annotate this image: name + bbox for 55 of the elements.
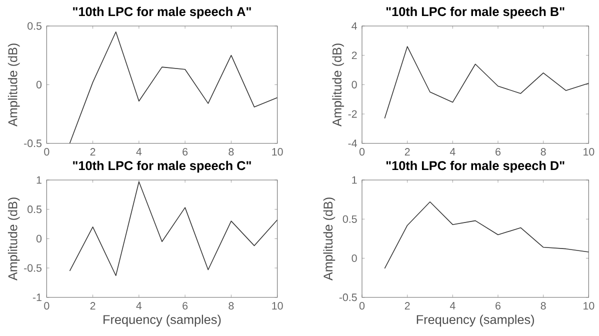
x-axis-title: Frequency (samples): [416, 314, 534, 327]
x-tick-label: 2: [90, 148, 96, 156]
x-tick-label: 8: [540, 148, 546, 156]
chart-title: "10th LPC for male speech B": [386, 6, 564, 19]
y-axis-title: Amplitude (dB): [332, 44, 344, 127]
line-series: [69, 181, 278, 276]
y-tick-label: 0.5: [342, 215, 357, 223]
x-tick-label: 6: [496, 302, 500, 310]
y-tick-label: -1: [32, 294, 42, 302]
y-tick-label: 1: [352, 176, 357, 184]
x-tick-label: 10: [584, 302, 594, 310]
y-tick-label: 1: [36, 176, 42, 184]
y-tick-label: 0.5: [28, 22, 42, 30]
x-tick-label: 0: [44, 302, 50, 310]
y-tick-label: 0: [36, 234, 42, 242]
y-tick-label: -0.5: [24, 140, 42, 148]
x-tick-label: 6: [182, 302, 188, 310]
line-series: [384, 46, 589, 119]
x-tick-label: 2: [90, 302, 96, 310]
line-series: [69, 31, 278, 144]
y-tick-label: -2: [348, 110, 357, 118]
x-tick-label: 4: [136, 148, 142, 156]
y-tick-label: 0: [352, 80, 357, 88]
y-tick-label: -0.5: [339, 294, 357, 302]
x-tick-label: 10: [272, 302, 283, 310]
line-series: [384, 202, 589, 269]
x-tick-label: 0: [359, 302, 365, 310]
x-tick-label: 0: [359, 148, 365, 156]
x-tick-label: 6: [496, 148, 500, 156]
x-tick-label: 8: [540, 302, 546, 310]
chart-title: "10th LPC for male speech A": [73, 6, 251, 19]
y-tick-label: 0: [36, 80, 42, 88]
y-axis-title: Amplitude (dB): [323, 198, 336, 281]
y-tick-label: 4: [352, 22, 357, 30]
x-tick-label: 8: [228, 302, 234, 310]
x-tick-label: 8: [228, 148, 234, 156]
x-tick-label: 2: [404, 302, 410, 310]
y-tick-label: -0.5: [24, 264, 42, 272]
y-axis-title: Amplitude (dB): [8, 44, 20, 127]
x-tick-label: 10: [272, 148, 283, 156]
x-tick-label: 6: [182, 148, 188, 156]
x-tick-label: 4: [450, 302, 456, 310]
x-tick-label: 2: [404, 148, 410, 156]
y-tick-label: -4: [348, 140, 357, 147]
chart-title: "10th LPC for male speech D": [386, 160, 564, 173]
y-axis-title: Amplitude (dB): [8, 198, 20, 281]
x-axis-title: Frequency (samples): [104, 314, 221, 327]
x-tick-label: 0: [44, 148, 50, 156]
x-tick-label: 4: [450, 148, 456, 156]
y-tick-label: 0: [352, 254, 357, 262]
x-tick-label: 10: [584, 148, 594, 156]
x-tick-label: 4: [136, 302, 142, 310]
y-tick-label: 2: [352, 52, 357, 60]
chart-title: "10th LPC for male speech C": [73, 160, 251, 173]
y-tick-label: 0.5: [28, 206, 42, 214]
